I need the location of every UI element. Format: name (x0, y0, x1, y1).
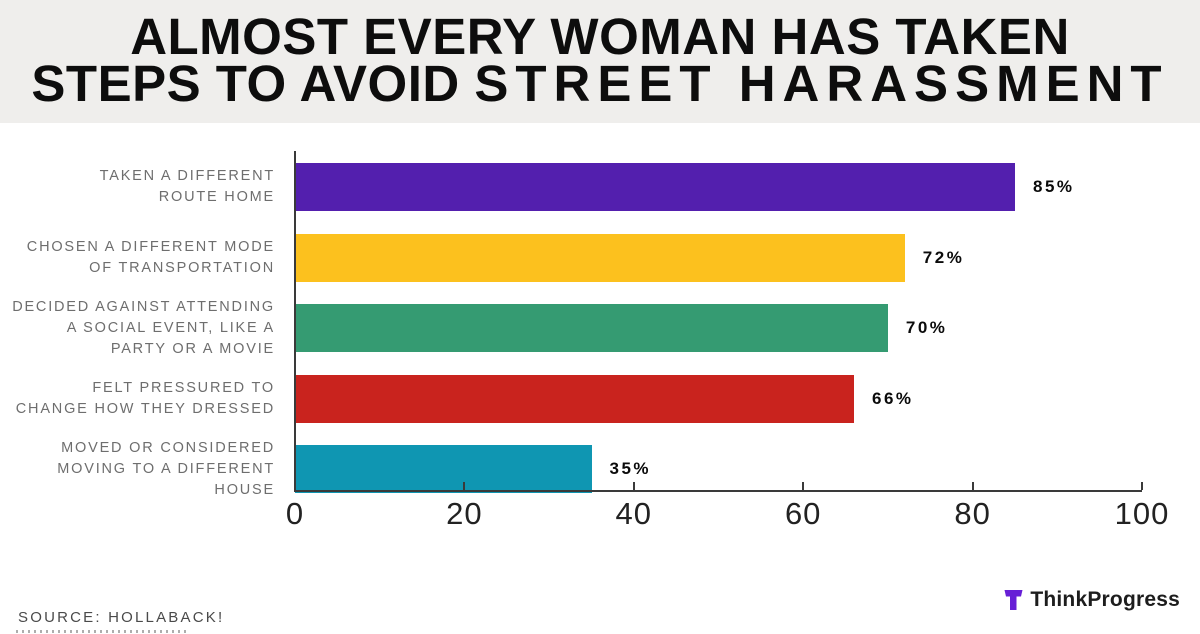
x-tick-label: 60 (784, 496, 822, 531)
bar (295, 304, 888, 353)
bar-row: MOVED OR CONSIDERED MOVING TO A DIFFEREN… (0, 434, 1200, 505)
x-tick-label: 80 (954, 496, 991, 531)
chart-title: ALMOST EVERY WOMAN HAS TAKEN STEPS TO AV… (0, 0, 1200, 109)
bar-track: 70% (295, 304, 1200, 353)
bar (295, 163, 1015, 212)
category-label: CHOSEN A DIFFERENT MODE OF TRANSPORTATIO… (26, 238, 275, 276)
category-label: TAKEN A DIFFERENT ROUTE HOME (99, 168, 275, 206)
x-tick-mark (802, 482, 805, 490)
bar (295, 233, 905, 282)
brand-logo: ThinkProgress (1004, 588, 1180, 612)
value-label: 85% (1033, 177, 1075, 197)
bar-track: 66% (295, 374, 1200, 423)
bar (295, 445, 592, 494)
bar-row: FELT PRESSURED TO CHANGE HOW THEY DRESSE… (0, 364, 1200, 435)
value-label: 70% (905, 318, 948, 338)
value-label: 72% (922, 247, 965, 267)
x-tick-label: 0 (285, 496, 305, 531)
bar-track: 35% (295, 445, 1200, 494)
category-label: DECIDED AGAINST ATTENDING A SOCIAL EVENT… (12, 298, 275, 357)
chart-title-line1: ALMOST EVERY WOMAN HAS TAKEN (130, 8, 1070, 65)
x-tick-mark (463, 482, 466, 490)
bar-row: CHOSEN A DIFFERENT MODE OF TRANSPORTATIO… (0, 223, 1200, 294)
title-band: ALMOST EVERY WOMAN HAS TAKEN STEPS TO AV… (0, 0, 1200, 123)
bar-chart: TAKEN A DIFFERENT ROUTE HOME 85% CHOSEN … (0, 152, 1200, 505)
bar-row: TAKEN A DIFFERENT ROUTE HOME 85% (0, 152, 1200, 223)
value-label: 35% (609, 459, 652, 479)
x-tick-mark (971, 482, 974, 490)
bar-track: 85% (295, 163, 1200, 212)
chart-title-line2-prefix: STEPS TO AVOID (31, 55, 475, 112)
thinkprogress-t-icon (1004, 590, 1023, 610)
x-axis-line (295, 490, 1142, 492)
bar-row: DECIDED AGAINST ATTENDING A SOCIAL EVENT… (0, 293, 1200, 364)
value-label: 66% (872, 388, 914, 408)
chart-title-line2-emphasis: STREET HARASSMENT (474, 55, 1169, 112)
bar (295, 374, 854, 423)
y-axis-line (294, 151, 296, 492)
source-note: SOURCE: HOLLABACK! (18, 609, 225, 626)
x-tick-label: 40 (615, 496, 653, 531)
x-tick-mark (632, 482, 635, 490)
brand-name: ThinkProgress (1030, 588, 1180, 611)
bar-track: 72% (295, 233, 1200, 282)
x-tick-mark (1141, 482, 1143, 490)
category-label: MOVED OR CONSIDERED MOVING TO A DIFFEREN… (57, 439, 275, 498)
cropped-text-line (16, 630, 188, 633)
x-tick-label: 100 (1114, 496, 1170, 531)
category-label: FELT PRESSURED TO CHANGE HOW THEY DRESSE… (15, 379, 275, 417)
x-tick-label: 20 (446, 496, 483, 531)
